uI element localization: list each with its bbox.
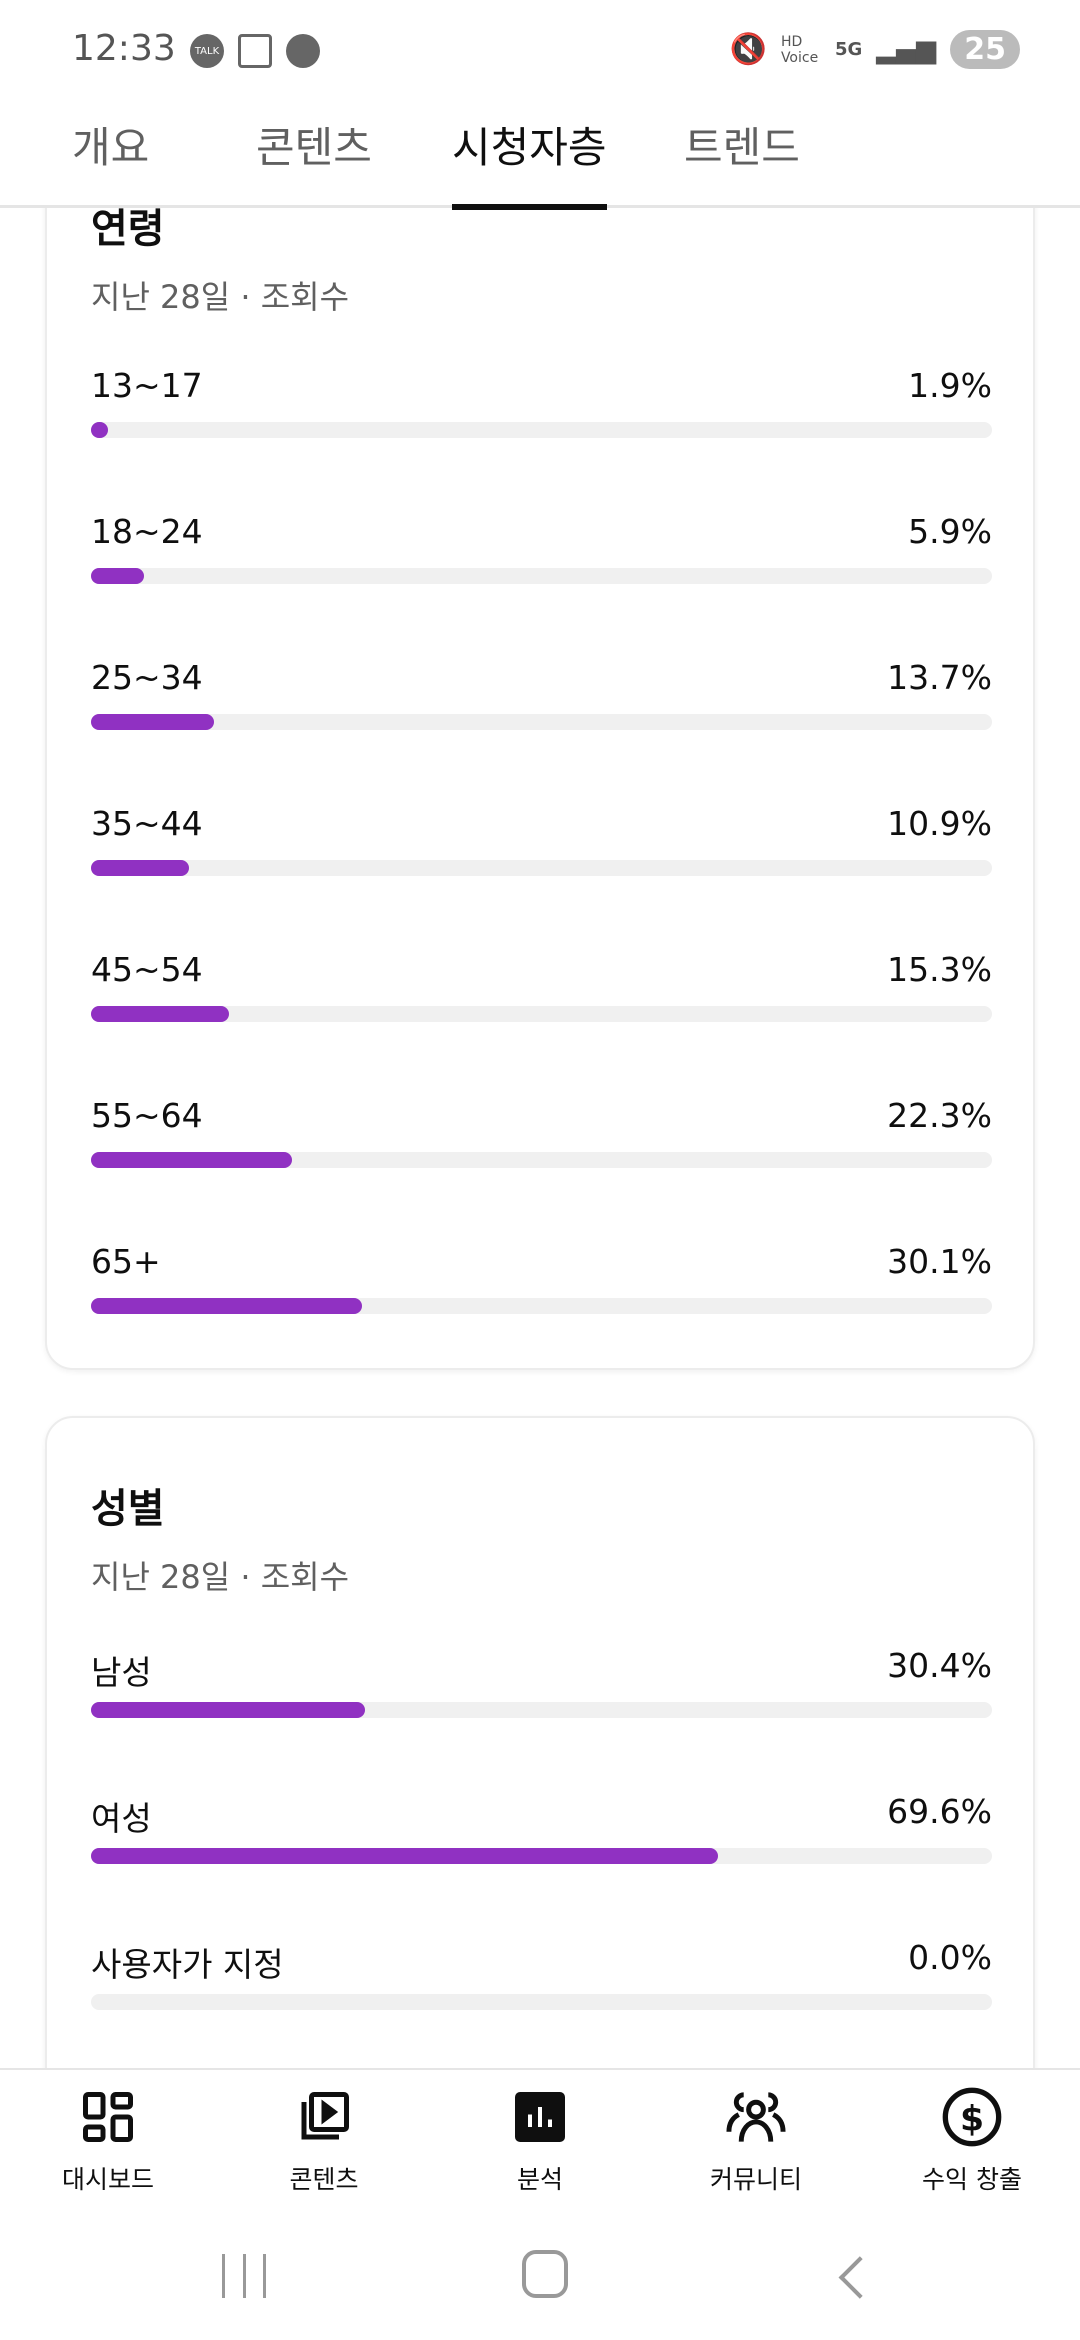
clock: 12:33 [72, 28, 176, 69]
bar-track [91, 1994, 992, 2010]
svg-text:$: $ [960, 2099, 984, 2139]
hd-voice-icon: HD Voice [780, 33, 819, 66]
bar-row: 55~64 22.3% [91, 1096, 992, 1196]
bar-track [91, 1006, 992, 1022]
bar-fill [91, 1006, 229, 1022]
row-label: 남성 [91, 1653, 152, 1692]
tab-audience[interactable]: 시청자층 [452, 114, 607, 210]
bar-track [91, 422, 992, 438]
analytics-icon [432, 2084, 648, 2150]
card-title: 연령 [91, 206, 165, 252]
tab-overview[interactable]: 개요 [72, 123, 150, 172]
bar-row: 65+ 30.1% [91, 1242, 992, 1342]
row-label: 18~24 [91, 512, 203, 551]
bar-row: 여성 69.6% [91, 1792, 992, 1892]
system-nav [0, 2210, 1080, 2340]
row-label: 25~34 [91, 658, 203, 697]
bar-track [91, 1298, 992, 1314]
tab-content[interactable]: 콘텐츠 [256, 123, 372, 172]
row-label: 45~54 [91, 950, 203, 989]
bar-row: 남성 30.4% [91, 1646, 992, 1746]
nav-monetization[interactable]: $ 수익 창출 [864, 2084, 1080, 2196]
network-icon: 5G [834, 39, 863, 60]
nav-dashboard[interactable]: 대시보드 [0, 2084, 216, 2196]
bar-row: 35~44 10.9% [91, 804, 992, 904]
screenshot-icon [238, 34, 272, 68]
bar-track [91, 860, 992, 876]
tab-trends[interactable]: 트렌드 [684, 123, 800, 172]
dashboard-icon [0, 2084, 216, 2150]
card-subtitle: 지난 28일 · 조회수 [91, 1558, 350, 1596]
card-title: 성별 [91, 1486, 165, 1532]
row-value: 0.0% [908, 1938, 992, 1977]
row-value: 22.3% [887, 1096, 992, 1135]
row-label: 35~44 [91, 804, 203, 843]
row-value: 30.1% [887, 1242, 992, 1281]
row-label: 여성 [91, 1799, 152, 1838]
bar-track [91, 714, 992, 730]
bar-fill [91, 1152, 292, 1168]
bar-fill [91, 1848, 719, 1864]
status-bar: 12:33 TALK 🔇 HD Voice 5G ▂▄▆ 25 [0, 0, 1080, 100]
monetization-icon: $ [864, 2084, 1080, 2150]
home-button[interactable] [522, 2250, 568, 2298]
gender-card: 성별 지난 28일 · 조회수 남성 30.4% 여성 69.6% 사용자가 지… [45, 1416, 1035, 2116]
kakaotalk-icon: TALK [190, 34, 224, 68]
nav-community[interactable]: 커뮤니티 [648, 2084, 864, 2196]
row-label: 55~64 [91, 1096, 203, 1135]
bar-track [91, 1152, 992, 1168]
bar-fill [91, 568, 145, 584]
bar-track [91, 568, 992, 584]
bar-track [91, 1848, 992, 1864]
back-button[interactable] [838, 2256, 882, 2299]
row-value: 30.4% [887, 1646, 992, 1685]
row-value: 1.9% [908, 366, 992, 405]
row-label: 13~17 [91, 366, 203, 405]
row-value: 69.6% [887, 1792, 992, 1831]
row-value: 15.3% [887, 950, 992, 989]
age-card: 연령 지난 28일 · 조회수 13~17 1.9% 18~24 5.9% 25… [45, 160, 1035, 1370]
mute-icon: 🔇 [729, 32, 767, 67]
row-label: 65+ [91, 1242, 161, 1281]
bar-fill [91, 1702, 365, 1718]
bar-fill [91, 1298, 363, 1314]
battery-icon: 25 [950, 30, 1020, 69]
nav-analytics[interactable]: 분석 [432, 2084, 648, 2196]
bar-row: 18~24 5.9% [91, 512, 992, 612]
row-value: 10.9% [887, 804, 992, 843]
bar-row: 사용자가 지정 0.0% [91, 1938, 992, 2038]
community-icon [648, 2084, 864, 2150]
bar-fill [91, 860, 190, 876]
bottom-nav: 대시보드 콘텐츠 분석 커뮤니티 $ 수익 창출 [0, 2068, 1080, 2208]
row-value: 5.9% [908, 512, 992, 551]
signal-icon: ▂▄▆ [876, 34, 937, 65]
bar-fill [91, 422, 109, 438]
bar-row: 45~54 15.3% [91, 950, 992, 1050]
bar-track [91, 1702, 992, 1718]
row-value: 13.7% [887, 658, 992, 697]
bar-fill [91, 714, 215, 730]
bar-row: 25~34 13.7% [91, 658, 992, 758]
bar-row: 13~17 1.9% [91, 366, 992, 466]
nav-content[interactable]: 콘텐츠 [216, 2084, 432, 2196]
card-subtitle: 지난 28일 · 조회수 [91, 278, 350, 316]
recents-button[interactable] [222, 2254, 266, 2298]
threads-icon [286, 34, 320, 68]
row-label: 사용자가 지정 [91, 1945, 284, 1984]
tab-bar: 개요 콘텐츠 시청자층 트렌드 [0, 100, 1080, 210]
content-icon [216, 2084, 432, 2150]
